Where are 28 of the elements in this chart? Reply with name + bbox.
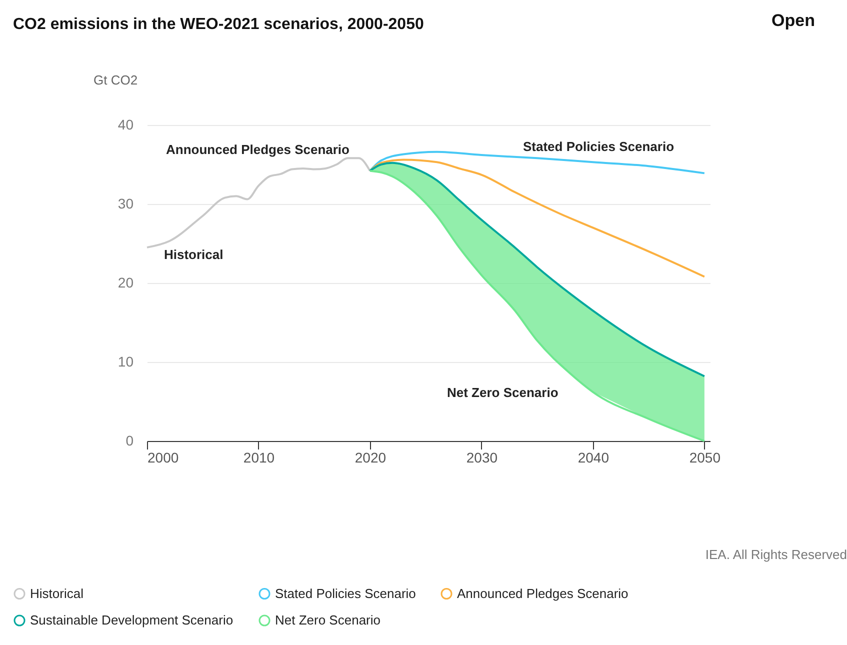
x-tick-label: 2040: [578, 450, 610, 466]
annotation: Announced Pledges Scenario: [166, 142, 350, 157]
x-tick-label: 2000: [148, 450, 179, 466]
y-tick-label: 40: [118, 116, 134, 132]
legend-label: Stated Policies Scenario: [275, 586, 416, 601]
line-series: [368, 158, 706, 278]
legend-label: Historical: [30, 586, 84, 601]
x-tick-label: 2030: [466, 450, 498, 466]
line-series: [368, 162, 706, 378]
line-series: [146, 157, 371, 248]
x-tick-label: 2050: [689, 450, 721, 466]
x-tick-label: 2010: [243, 450, 275, 466]
y-tick-label: 10: [118, 354, 134, 370]
y-axis-title: Gt CO2: [94, 72, 138, 88]
text: Open: [772, 11, 815, 30]
annotation: Stated Policies Scenario: [523, 139, 674, 154]
chart-title: CO2 emissions in the WEO-2021 scenarios, 2000-2050: [13, 16, 424, 33]
legend-label: Announced Pledges Scenario: [457, 586, 628, 601]
legend-label: Sustainable Development Scenario: [30, 612, 234, 628]
line-series: [368, 150, 706, 174]
text: IEA. All Rights Reserved: [705, 547, 847, 562]
x-tick-label: 2020: [354, 450, 386, 466]
annotation: Net Zero Scenario: [447, 385, 558, 400]
y-tick-label: 0: [126, 432, 134, 448]
y-tick-label: 30: [118, 196, 134, 212]
annotation: Historical: [164, 247, 224, 262]
y-tick-label: 20: [118, 274, 134, 290]
legend-label: Net Zero Scenario: [275, 612, 380, 628]
